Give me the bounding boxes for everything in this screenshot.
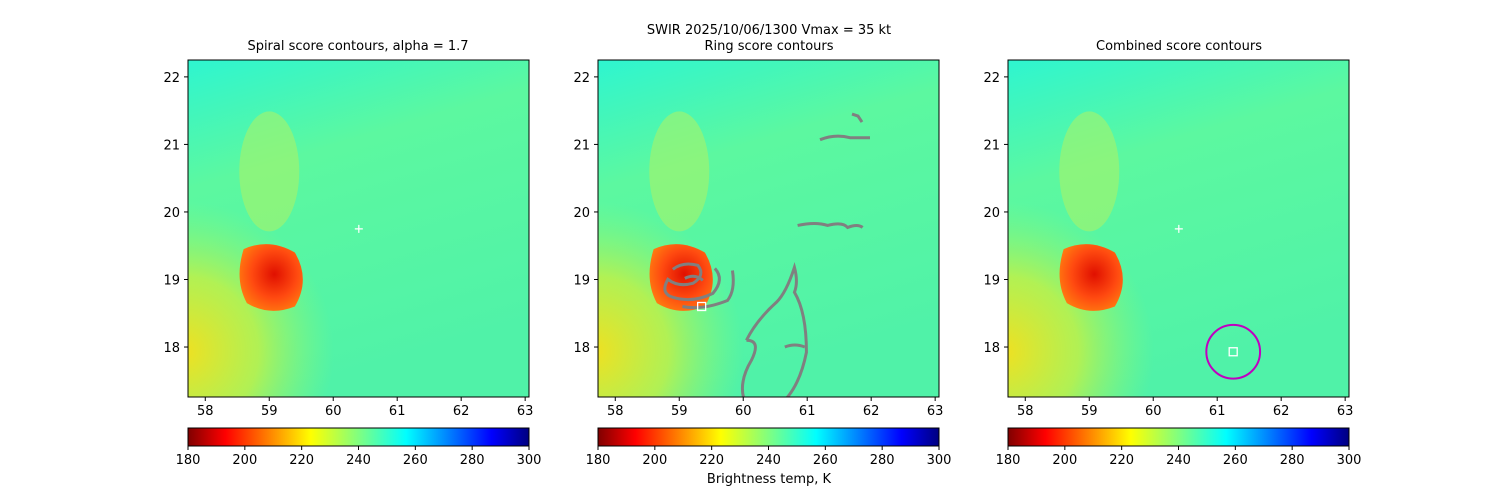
axes-frame bbox=[597, 59, 940, 398]
colorbar-tick-label: 260 bbox=[403, 453, 428, 468]
y-tick-label: 18 bbox=[573, 341, 590, 356]
y-tick-label: 21 bbox=[573, 138, 590, 153]
y-tick-label: 20 bbox=[983, 206, 1000, 221]
y-tick-label: 22 bbox=[163, 71, 180, 86]
ring-contour bbox=[740, 261, 808, 397]
cloud-band bbox=[239, 111, 300, 232]
y-tick-label: 21 bbox=[163, 138, 180, 153]
panel-combined: 58 59 60 61 62 63 18 19 20 21 22 bbox=[983, 59, 1354, 419]
x-tick-label: 61 bbox=[1209, 404, 1226, 419]
y-tick-label: 19 bbox=[573, 273, 590, 288]
brightness-image bbox=[1008, 60, 1349, 397]
center-square-marker bbox=[696, 301, 707, 312]
y-tick-label: 18 bbox=[163, 341, 180, 356]
colorbar-tick-label: 220 bbox=[289, 453, 314, 468]
colorbar-tick-label: 280 bbox=[1280, 453, 1305, 468]
colorbar-combined: 180 200 220 240 260 280 300 bbox=[996, 427, 1362, 468]
y-tick-label: 19 bbox=[983, 273, 1000, 288]
fit-circle bbox=[1205, 323, 1262, 380]
panel-title-spiral: Spiral score contours, alpha = 1.7 bbox=[247, 39, 469, 54]
colorbar-tick-label: 220 bbox=[1109, 453, 1134, 468]
colorbar-tick-label: 300 bbox=[517, 453, 542, 468]
y-tick-label: 22 bbox=[573, 71, 590, 86]
axes-frame bbox=[1007, 59, 1350, 398]
colorbar-tick-label: 280 bbox=[460, 453, 485, 468]
colorbar-gradient bbox=[597, 427, 940, 447]
x-tick-label: 58 bbox=[607, 404, 624, 419]
x-tick-label: 61 bbox=[799, 404, 816, 419]
colorbar-ring: 180 200 220 240 260 280 300 bbox=[586, 427, 952, 468]
x-tick-label: 61 bbox=[389, 404, 406, 419]
colorbar-tick-label: 220 bbox=[699, 453, 724, 468]
colorbar-spiral: 180 200 220 240 260 280 300 bbox=[176, 427, 542, 468]
colorbar-tick-label: 280 bbox=[870, 453, 895, 468]
figure-suptitle: SWIR 2025/10/06/1300 Vmax = 35 kt bbox=[646, 23, 892, 38]
x-tick-label: 62 bbox=[1273, 404, 1290, 419]
panel-title-ring: Ring score contours bbox=[704, 39, 834, 54]
y-tick-label: 22 bbox=[983, 71, 1000, 86]
panel-spiral: 58 59 60 61 62 63 18 19 20 21 22 bbox=[163, 59, 534, 419]
ring-contour bbox=[663, 262, 721, 302]
x-tick-label: 59 bbox=[261, 404, 278, 419]
x-tick-label: 63 bbox=[517, 404, 534, 419]
colorbar-tick-label: 180 bbox=[586, 453, 611, 468]
colorbar-tick-label: 200 bbox=[1052, 453, 1077, 468]
colorbar-tick-label: 240 bbox=[346, 453, 371, 468]
x-tick-label: 59 bbox=[671, 404, 688, 419]
y-tick-label: 20 bbox=[573, 206, 590, 221]
x-tick-label: 60 bbox=[735, 404, 752, 419]
cold-core bbox=[239, 244, 303, 311]
x-tick-label: 60 bbox=[1145, 404, 1162, 419]
x-tick-label: 58 bbox=[1017, 404, 1034, 419]
x-tick-label: 59 bbox=[1081, 404, 1098, 419]
center-plus-marker bbox=[354, 224, 363, 233]
x-tick-label: 62 bbox=[453, 404, 470, 419]
colorbar-tick-label: 180 bbox=[176, 453, 201, 468]
brightness-image bbox=[188, 60, 529, 397]
y-tick-label: 20 bbox=[163, 206, 180, 221]
panel-title-combined: Combined score contours bbox=[1096, 39, 1262, 54]
ring-contour bbox=[784, 343, 806, 349]
x-tick-label: 58 bbox=[197, 404, 214, 419]
colorbar-gradient bbox=[1007, 427, 1350, 447]
y-tick-label: 19 bbox=[163, 273, 180, 288]
colorbar-label: Brightness temp, K bbox=[706, 472, 832, 487]
brightness-image bbox=[598, 60, 939, 397]
y-tick-label: 18 bbox=[983, 341, 1000, 356]
colorbar-tick-label: 260 bbox=[1223, 453, 1248, 468]
colorbar-tick-label: 240 bbox=[756, 453, 781, 468]
colorbar-tick-label: 260 bbox=[813, 453, 838, 468]
axes-frame bbox=[187, 59, 530, 398]
ring-contour bbox=[819, 134, 871, 142]
colorbar-tick-label: 300 bbox=[1337, 453, 1362, 468]
x-tick-label: 60 bbox=[325, 404, 342, 419]
colorbar-tick-label: 200 bbox=[232, 453, 257, 468]
x-tick-label: 63 bbox=[927, 404, 944, 419]
ring-contour bbox=[851, 112, 864, 123]
center-plus-marker bbox=[1174, 224, 1183, 233]
cloud-band bbox=[1059, 111, 1120, 232]
panel-ring: 58 59 60 61 62 63 18 19 20 21 22 bbox=[573, 59, 944, 419]
colorbar-tick-label: 300 bbox=[927, 453, 952, 468]
colorbar-tick-label: 180 bbox=[996, 453, 1021, 468]
ring-contour bbox=[797, 221, 864, 230]
colorbar-gradient bbox=[187, 427, 530, 447]
x-tick-label: 63 bbox=[1337, 404, 1354, 419]
colorbar-tick-label: 240 bbox=[1166, 453, 1191, 468]
y-tick-label: 21 bbox=[983, 138, 1000, 153]
ring-contour bbox=[682, 270, 735, 310]
x-tick-label: 62 bbox=[863, 404, 880, 419]
cloud-band bbox=[649, 111, 710, 232]
center-square-marker bbox=[1228, 347, 1238, 357]
cold-core bbox=[649, 244, 713, 311]
colorbar-tick-label: 200 bbox=[642, 453, 667, 468]
cold-core bbox=[1059, 244, 1123, 311]
